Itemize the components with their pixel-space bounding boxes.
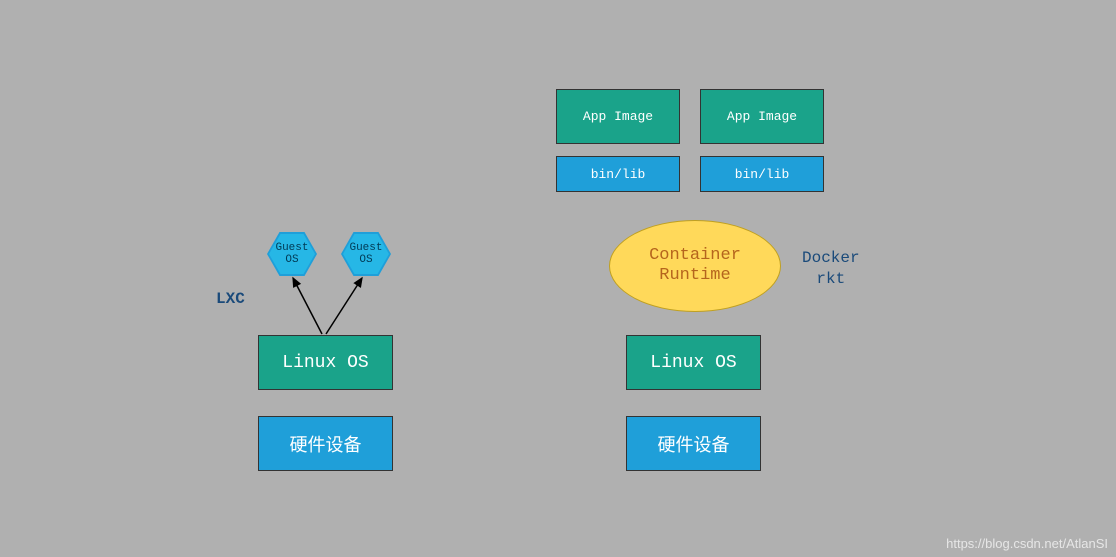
left-hardware-box: 硬件设备	[258, 416, 393, 471]
left-hardware-text: 硬件设备	[290, 431, 362, 457]
right-linux-os-text: Linux OS	[650, 353, 736, 373]
watermark-text: https://blog.csdn.net/AtlanSI	[946, 536, 1108, 551]
bin-lib-1-text: bin/lib	[591, 167, 646, 182]
arrows-layer	[0, 0, 1116, 557]
left-linux-os-box: Linux OS	[258, 335, 393, 390]
left-linux-os-text: Linux OS	[282, 353, 368, 373]
bin-lib-box-1: bin/lib	[556, 156, 680, 192]
guest-os-hex-1: GuestOS	[267, 232, 317, 276]
arrow-to-guest-2	[326, 278, 362, 334]
app-image-box-1: App Image	[556, 89, 680, 144]
app-image-box-2: App Image	[700, 89, 824, 144]
docker-rkt-label: Dockerrkt	[802, 248, 860, 290]
container-runtime-text: ContainerRuntime	[649, 246, 741, 287]
container-runtime-ellipse: ContainerRuntime	[609, 220, 781, 312]
app-image-2-text: App Image	[727, 109, 797, 124]
arrow-to-guest-1	[293, 278, 322, 334]
app-image-1-text: App Image	[583, 109, 653, 124]
guest-os-hex-2: GuestOS	[341, 232, 391, 276]
guest-os-2-label: GuestOS	[349, 242, 382, 266]
right-hardware-box: 硬件设备	[626, 416, 761, 471]
bin-lib-2-text: bin/lib	[735, 167, 790, 182]
lxc-label: LXC	[216, 290, 245, 308]
right-linux-os-box: Linux OS	[626, 335, 761, 390]
right-hardware-text: 硬件设备	[658, 431, 730, 457]
guest-os-1-label: GuestOS	[275, 242, 308, 266]
bin-lib-box-2: bin/lib	[700, 156, 824, 192]
